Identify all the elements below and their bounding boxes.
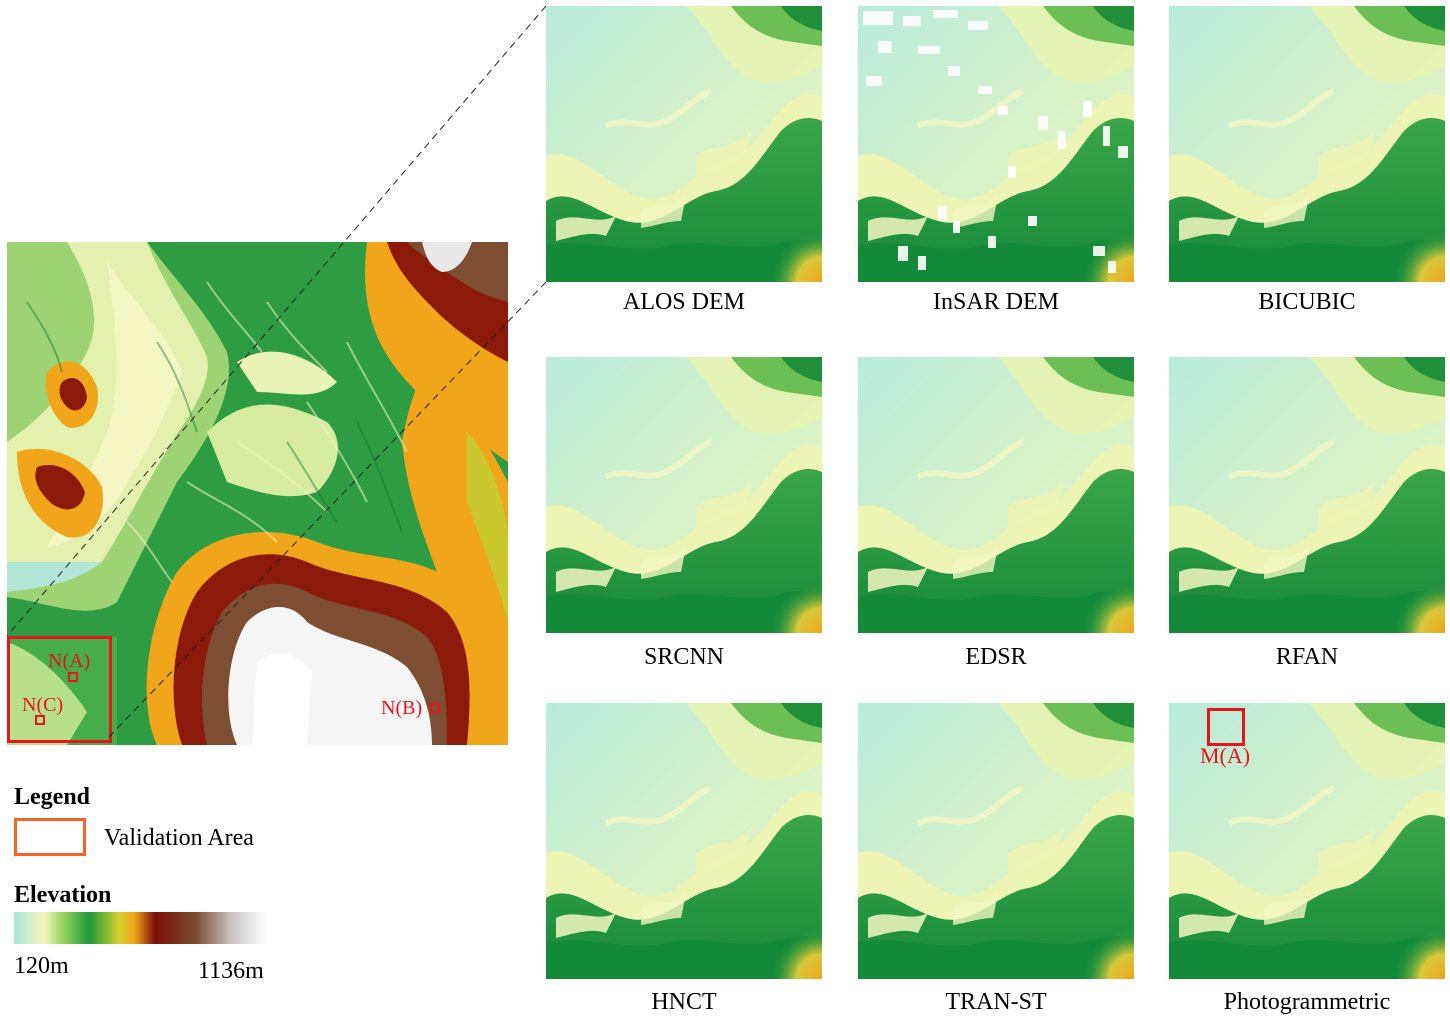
validation-marker-na — [68, 672, 78, 682]
marker-ma-label: M(A) — [1200, 743, 1251, 768]
panel-srcnn — [546, 357, 822, 633]
zoom-line-upper — [6, 5, 547, 637]
panel-edsr — [858, 357, 1134, 633]
validation-area-box — [7, 636, 112, 743]
legend-validation-swatch — [14, 818, 86, 856]
elevation-title: Elevation — [14, 882, 112, 908]
label-na: N(A) — [48, 650, 91, 672]
panel-hnct — [546, 703, 822, 979]
marker-ma-box — [1207, 708, 1245, 746]
legend-validation-label: Validation Area — [104, 825, 254, 851]
zoom-line-lower — [105, 281, 547, 741]
caption-hnct: HNCT — [651, 989, 717, 1015]
label-nc: N(C) — [22, 694, 64, 716]
panel-tran-st — [858, 703, 1134, 979]
caption-bicubic: BICUBIC — [1258, 289, 1356, 315]
validation-marker-nb — [430, 703, 440, 713]
panel-insar-dem — [858, 6, 1134, 282]
caption-srcnn: SRCNN — [643, 644, 725, 670]
caption-edsr: EDSR — [965, 644, 1027, 670]
caption-tran-st: TRAN-ST — [945, 989, 1047, 1015]
legend-title: Legend — [14, 784, 91, 810]
validation-marker-nc — [35, 715, 45, 725]
elevation-max-label: 1136m — [198, 958, 264, 984]
caption-rfan: RFAN — [1275, 644, 1339, 670]
panel-rfan — [1169, 357, 1445, 633]
caption-alos-dem: ALOS DEM — [622, 289, 745, 315]
caption-insar-dem: InSAR DEM — [932, 289, 1059, 315]
caption-photogrammetric: Photogrammetric — [1223, 989, 1391, 1015]
elevation-min-label: 120m — [14, 953, 69, 979]
label-nb: N(B) — [381, 697, 423, 719]
panel-bicubic — [1169, 6, 1445, 282]
elevation-color-ramp — [14, 912, 266, 944]
panel-alos-dem — [546, 6, 822, 282]
overview-elevation-map — [7, 242, 508, 745]
